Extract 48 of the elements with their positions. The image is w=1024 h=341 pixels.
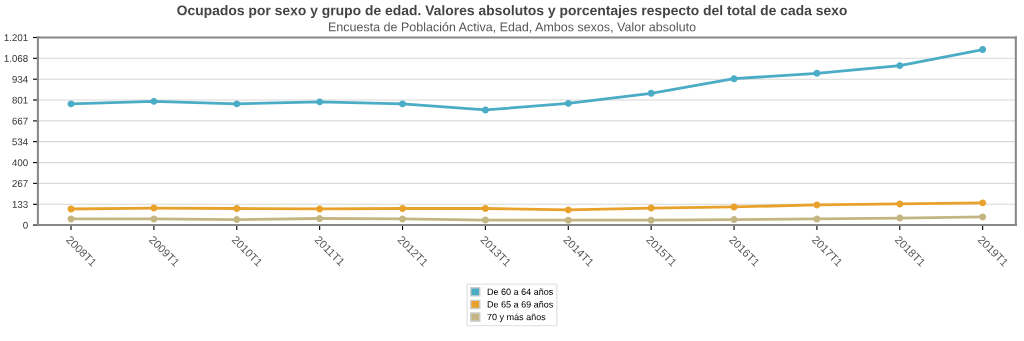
- point: [647, 204, 655, 212]
- chart-title: Ocupados por sexo y grupo de edad. Valores absolutos y porcentajes respecto del total de cada sexo: [177, 5, 847, 19]
- point: [813, 69, 821, 77]
- y-tick-label: 133: [12, 201, 28, 208]
- point: [564, 99, 572, 107]
- point: [316, 205, 324, 213]
- point: [233, 100, 241, 108]
- point: [896, 214, 904, 222]
- point: [399, 100, 407, 108]
- point: [564, 216, 572, 224]
- point: [813, 215, 821, 223]
- y-tick-label: 1.201: [4, 34, 28, 42]
- point: [399, 215, 407, 223]
- point: [233, 216, 241, 224]
- point: [150, 97, 158, 105]
- point: [647, 89, 655, 97]
- y-tick-label: 0: [23, 221, 28, 229]
- y-tick-label: 534: [12, 138, 28, 146]
- legend-label: De 65 a 69 años: [487, 301, 553, 308]
- chart-subtitle: Encuesta de Población Activa, Edad, Ambos sexos, Valor absoluto: [329, 22, 696, 33]
- point: [481, 106, 489, 114]
- legend-label: De 60 a 64 años: [487, 288, 553, 295]
- point: [979, 213, 987, 221]
- point: [67, 100, 75, 108]
- y-tick-label: 267: [12, 180, 28, 187]
- point: [481, 205, 489, 212]
- y-tick-label: 667: [12, 117, 28, 125]
- point: [316, 98, 324, 106]
- y-tick-label: 1.068: [4, 55, 28, 62]
- point: [730, 216, 738, 224]
- point: [564, 206, 572, 214]
- y-tick-label: 400: [12, 159, 28, 167]
- point: [233, 205, 241, 212]
- point: [399, 205, 407, 212]
- point: [979, 199, 987, 207]
- point: [730, 75, 738, 83]
- point: [150, 215, 158, 223]
- point: [150, 204, 158, 212]
- y-tick-label: 934: [12, 75, 28, 83]
- point: [647, 216, 655, 224]
- point: [896, 62, 904, 70]
- point: [813, 201, 821, 209]
- point: [979, 46, 987, 54]
- point: [896, 200, 904, 208]
- y-tick-label: 801: [12, 96, 28, 104]
- point: [481, 216, 489, 224]
- point: [316, 215, 324, 222]
- legend-label: 70 y más años: [487, 313, 546, 322]
